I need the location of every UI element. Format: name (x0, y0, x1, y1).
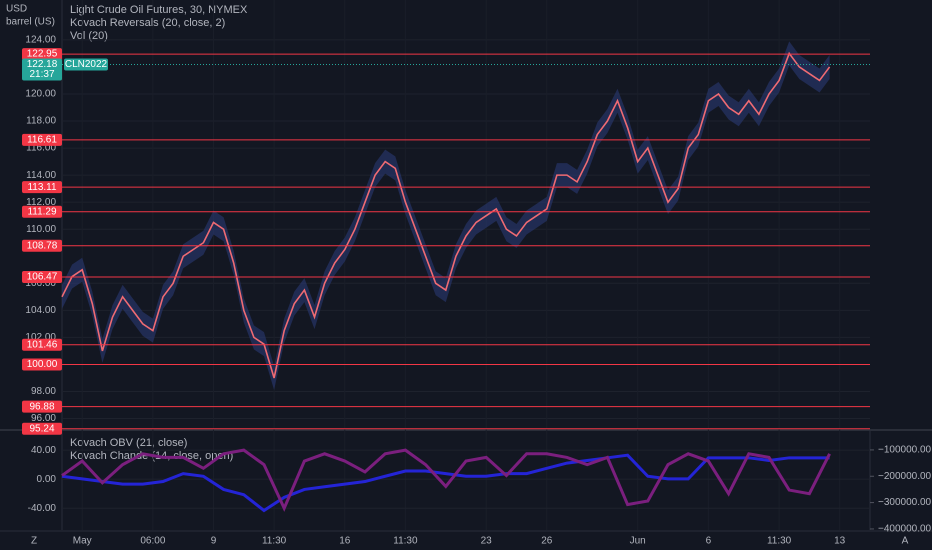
y-tick-label: 124.00 (25, 35, 56, 46)
x-tick-label: 9 (211, 536, 217, 547)
level-label: 116.61 (27, 134, 57, 145)
level-label-box (22, 338, 62, 351)
series-line (61, 453, 830, 513)
x-tick-label: 16 (339, 536, 351, 547)
x-tick-label: 26 (541, 536, 553, 547)
currency: USD (6, 4, 27, 15)
level-label: 106.47 (27, 272, 58, 283)
y-tick-label: 104.00 (25, 305, 56, 316)
y-tick-label: 106.00 (25, 278, 56, 289)
indicator-label: Kovach Reversals (20, close, 2) (70, 17, 225, 29)
level-label: 122.95 (27, 49, 58, 60)
level-label-box (22, 239, 62, 252)
x-tick-label: 6 (706, 536, 712, 547)
series-line (61, 448, 831, 512)
y-tick-label: 118.00 (26, 116, 56, 127)
x-tick-label: Jun (630, 536, 646, 547)
x-tick-label: 23 (481, 536, 493, 547)
symbol-label: CLN2022 (65, 59, 108, 70)
last-price-box (22, 58, 62, 81)
level-label: 101.46 (27, 339, 58, 350)
x-tick-label: 11:30 (767, 536, 792, 547)
y-tick-label: 110.00 (26, 224, 56, 235)
y2-tick-label: −200000.00 (878, 471, 932, 482)
y-tick-label: 120.00 (25, 89, 56, 100)
countdown: 21:37 (29, 69, 54, 80)
y2-tick-label: −400000.00 (878, 524, 932, 535)
level-label-box (22, 400, 62, 413)
series-line (61, 51, 831, 379)
indicator-label: Vol (20) (70, 30, 108, 42)
y-tick-label: 98.00 (31, 386, 56, 397)
unit: barrel (US) (6, 17, 55, 28)
x-tick-label: 06:00 (140, 536, 165, 547)
corner-button[interactable]: Z (31, 536, 37, 547)
y-tick-label: -40.00 (28, 503, 57, 514)
x-tick-label: 11:30 (393, 536, 418, 547)
corner-button[interactable]: A (902, 536, 909, 547)
y-tick-label: 116.00 (26, 143, 56, 154)
level-label-box (22, 422, 62, 435)
y2-tick-label: −300000.00 (878, 497, 932, 508)
level-label: 100.00 (27, 359, 58, 370)
y-tick-label: 0.00 (37, 474, 57, 485)
y-tick-label: 40.00 (31, 445, 56, 456)
y2-tick-label: −100000.00 (878, 445, 932, 456)
symbol-box (64, 58, 108, 71)
chart-title: Light Crude Oil Futures, 30, NYMEX (70, 4, 248, 16)
x-tick-label: May (73, 536, 92, 547)
level-label-box (22, 48, 62, 61)
level-label: 96.88 (29, 401, 54, 412)
band (62, 41, 830, 390)
x-tick-label: 13 (834, 536, 846, 547)
level-label: 113.11 (27, 182, 57, 193)
level-label: 108.78 (27, 240, 58, 251)
level-label: 95.24 (29, 423, 54, 434)
level-label-box (22, 358, 62, 371)
y-tick-label: 114.00 (26, 170, 56, 181)
level-label-box (22, 133, 62, 146)
level-label-box (22, 205, 62, 218)
level-label-box (22, 270, 62, 283)
y-tick-label: 96.00 (31, 413, 56, 424)
indicator-label: Kovach OBV (21, close) (70, 437, 187, 449)
level-label: 111.29 (27, 206, 57, 217)
level-label-box (22, 181, 62, 194)
y-tick-label: 112.00 (26, 197, 56, 208)
last-price-label: 122.18 (27, 59, 58, 70)
y-tick-label: 102.00 (25, 332, 56, 343)
x-tick-label: 11:30 (262, 536, 287, 547)
